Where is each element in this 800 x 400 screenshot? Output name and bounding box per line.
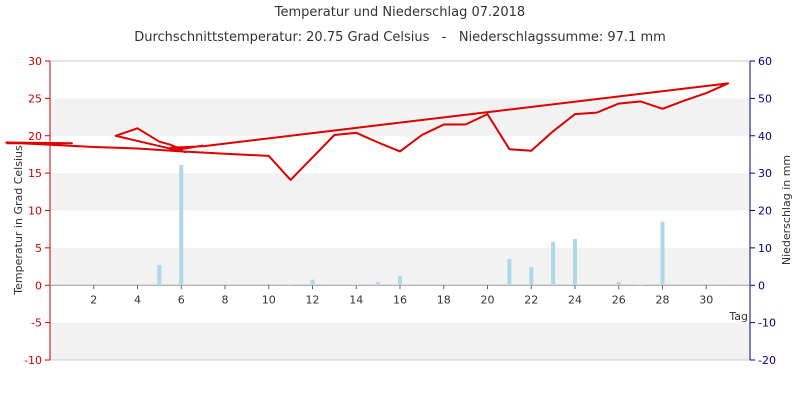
precipitation-bar <box>660 221 665 286</box>
right-tick-label: 50 <box>758 92 772 105</box>
right-tick-label: 20 <box>758 205 772 218</box>
left-tick-label: 20 <box>28 130 42 143</box>
x-tick-label: 30 <box>699 293 713 306</box>
x-tick-label: 28 <box>656 293 670 306</box>
precipitation-bar <box>507 259 512 286</box>
temperature-line <box>5 82 730 181</box>
precipitation-bar <box>288 284 293 286</box>
precipitation-bar <box>310 279 315 286</box>
left-tick-label: 5 <box>35 242 42 255</box>
precipitation-bar <box>551 241 556 286</box>
background-band <box>50 322 750 360</box>
right-tick-label: -10 <box>758 317 776 330</box>
precipitation-bar <box>529 266 534 286</box>
precipitation-bar <box>638 284 643 286</box>
background-band <box>50 173 750 211</box>
precipitation-bar <box>179 164 184 286</box>
precipitation-bar <box>573 238 577 286</box>
x-tick-label: 22 <box>524 293 538 306</box>
x-tick-group: 2 4 6 8 10 12 14 16 18 20 22 24 26 28 30 <box>90 285 713 306</box>
right-tick-label: 0 <box>758 279 765 292</box>
chart-title: Temperatur und Niederschlag 07.2018 <box>274 5 525 20</box>
x-tick-label: 6 <box>178 293 185 306</box>
left-tick-label: 25 <box>28 92 42 105</box>
x-tick-label: 4 <box>134 293 141 306</box>
right-tick-label: -20 <box>758 354 776 367</box>
left-tick-group: -10 -5 0 5 10 15 20 25 30 <box>24 55 50 367</box>
background-bands <box>50 98 750 360</box>
x-tick-label: 26 <box>612 293 626 306</box>
x-tick-label: 20 <box>481 293 495 306</box>
right-tick-group: -20 -10 0 10 20 30 40 50 60 <box>750 55 776 367</box>
left-tick-label: 0 <box>35 279 42 292</box>
x-tick-label: 18 <box>437 293 451 306</box>
left-axis-label: Temperatur in Grad Celsius <box>12 145 25 296</box>
right-tick-label: 40 <box>758 130 772 143</box>
right-tick-label: 10 <box>758 242 772 255</box>
precipitation-bars <box>157 164 665 286</box>
right-axis-label: Niederschlag in mm <box>780 155 793 265</box>
left-tick-label: -10 <box>24 354 42 367</box>
left-tick-label: -5 <box>31 317 42 330</box>
x-tick-label: 14 <box>349 293 363 306</box>
right-tick-label: 30 <box>758 167 772 180</box>
x-tick-label: 16 <box>393 293 407 306</box>
x-tick-label: 8 <box>222 293 229 306</box>
x-tick-label: 10 <box>262 293 276 306</box>
left-tick-label: 10 <box>28 205 42 218</box>
chart-subtitle: Durchschnittstemperatur: 20.75 Grad Cels… <box>134 30 666 45</box>
x-tick-label: 24 <box>568 293 582 306</box>
precipitation-bar <box>354 284 359 286</box>
temperature-line-group <box>5 82 730 181</box>
precipitation-bar <box>616 281 621 286</box>
precipitation-bar <box>376 282 381 286</box>
left-tick-label: 15 <box>28 167 42 180</box>
left-tick-label: 30 <box>28 55 42 68</box>
precipitation-bar <box>398 275 402 286</box>
x-axis-label: Tag <box>728 310 748 323</box>
right-tick-label: 60 <box>758 55 772 68</box>
x-tick-label: 2 <box>90 293 97 306</box>
x-tick-label: 12 <box>306 293 320 306</box>
background-band <box>50 98 750 136</box>
precipitation-bar <box>157 265 162 286</box>
